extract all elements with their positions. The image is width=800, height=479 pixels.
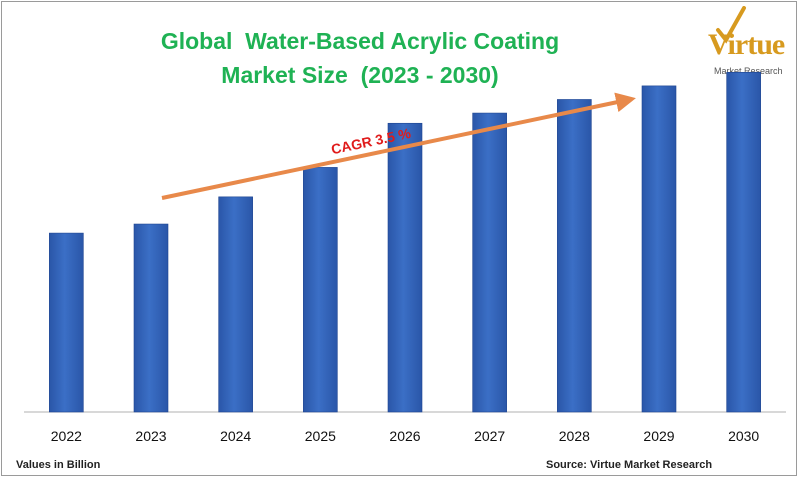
x-tick-label: 2030 [728, 428, 759, 444]
bar-2024 [218, 196, 253, 413]
x-tick-label: 2025 [305, 428, 336, 444]
units-note: Values in Billion [16, 459, 101, 471]
bar-2022 [49, 232, 84, 413]
bar-2025 [303, 167, 338, 413]
title-line-1: Global Water-Based Acrylic Coating [160, 28, 560, 54]
bar-2028 [557, 99, 592, 413]
x-tick-label: 2026 [389, 428, 420, 444]
chart-title: Global Water-Based Acrylic Coating Marke… [0, 24, 720, 92]
cagr-arrow [161, 92, 636, 200]
bar-2029 [641, 85, 677, 413]
x-tick-label: 2027 [474, 428, 505, 444]
x-tick-label: 2023 [135, 428, 166, 444]
bar-2026 [387, 122, 423, 413]
source-note: Source: Virtue Market Research [546, 459, 713, 471]
logo-check-icon [716, 6, 746, 44]
bar-2030 [726, 71, 761, 413]
bar-2027 [472, 112, 507, 413]
bar-2023 [133, 223, 169, 413]
x-tick-label: 2029 [643, 428, 674, 444]
logo-subtitle: Market Research [714, 66, 783, 76]
title-line-2: Market Size (2023 - 2030) [221, 62, 499, 88]
x-tick-label: 2022 [51, 428, 82, 444]
x-tick-label: 2024 [220, 428, 251, 444]
x-tick-label: 2028 [559, 428, 590, 444]
logo-word: Virtue [708, 28, 785, 61]
virtue-logo: Virtue Market Research [704, 6, 794, 94]
